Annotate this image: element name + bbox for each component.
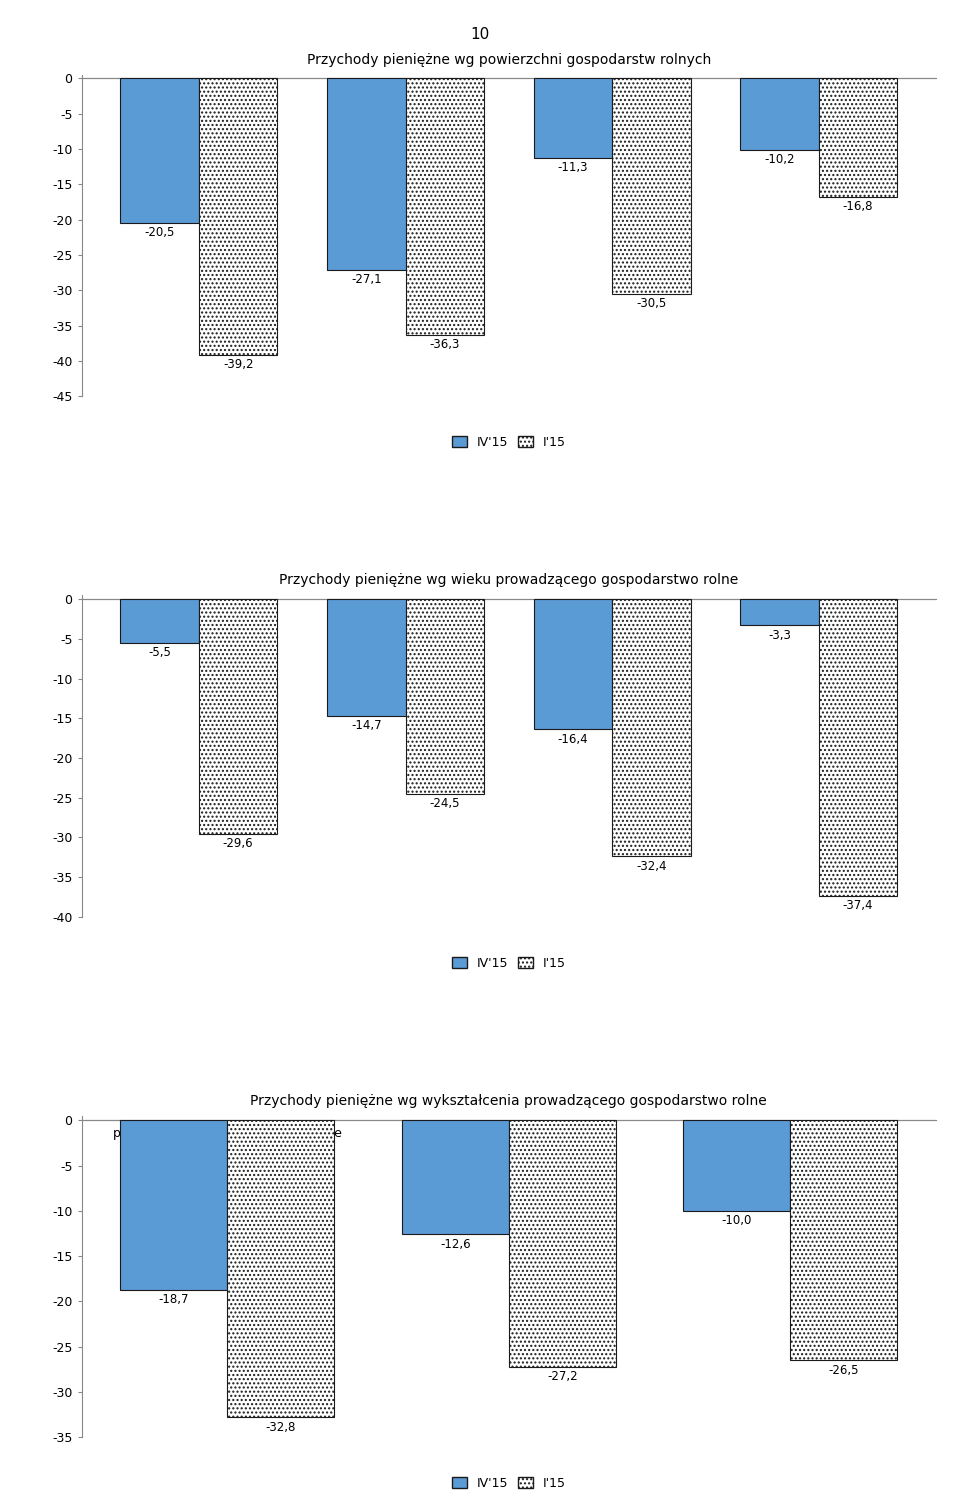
- Bar: [684, 1120, 790, 1211]
- Text: -16,4: -16,4: [558, 732, 588, 746]
- Legend: IV'15, I'15: IV'15, I'15: [446, 1472, 571, 1496]
- Legend: IV'15, I'15: IV'15, I'15: [446, 952, 571, 975]
- Text: -20,5: -20,5: [145, 226, 175, 240]
- Bar: [819, 78, 898, 198]
- Text: -24,5: -24,5: [429, 796, 460, 810]
- Bar: [405, 78, 484, 335]
- Text: -3,3: -3,3: [768, 629, 791, 642]
- Text: -18,7: -18,7: [158, 1293, 189, 1307]
- Bar: [199, 78, 277, 355]
- Text: -36,3: -36,3: [429, 337, 460, 350]
- Text: -39,2: -39,2: [223, 358, 253, 371]
- Bar: [199, 599, 277, 834]
- Title: Przychody pieniężne wg wykształcenia prowadzącego gospodarstwo rolne: Przychody pieniężne wg wykształcenia pro…: [251, 1094, 767, 1108]
- Bar: [612, 599, 690, 856]
- Text: -30,5: -30,5: [636, 296, 666, 310]
- Bar: [120, 78, 199, 223]
- Text: -29,6: -29,6: [223, 837, 253, 850]
- Bar: [612, 78, 690, 293]
- Text: -37,4: -37,4: [843, 900, 874, 912]
- Text: -32,8: -32,8: [266, 1421, 296, 1434]
- Text: -14,7: -14,7: [351, 719, 381, 732]
- Text: 10: 10: [470, 27, 490, 42]
- Bar: [509, 1120, 615, 1367]
- Text: -27,2: -27,2: [547, 1370, 578, 1383]
- Title: Przychody pieniężne wg powierzchni gospodarstw rolnych: Przychody pieniężne wg powierzchni gospo…: [306, 52, 711, 67]
- Bar: [740, 78, 819, 150]
- Text: -26,5: -26,5: [828, 1364, 859, 1377]
- Bar: [120, 599, 199, 642]
- Title: Przychody pieniężne wg wieku prowadzącego gospodarstwo rolne: Przychody pieniężne wg wieku prowadząceg…: [279, 573, 738, 587]
- Text: -10,0: -10,0: [722, 1214, 752, 1228]
- Text: -10,2: -10,2: [764, 153, 795, 166]
- Text: -12,6: -12,6: [440, 1238, 470, 1251]
- Bar: [740, 599, 819, 626]
- Bar: [402, 1120, 509, 1235]
- Bar: [534, 78, 612, 159]
- Text: -27,1: -27,1: [351, 272, 381, 286]
- Bar: [327, 599, 405, 716]
- Bar: [790, 1120, 898, 1361]
- Bar: [327, 78, 405, 269]
- Bar: [228, 1120, 334, 1418]
- Text: -16,8: -16,8: [843, 199, 874, 213]
- Text: -11,3: -11,3: [558, 162, 588, 174]
- Text: -5,5: -5,5: [148, 647, 171, 659]
- Bar: [120, 1120, 228, 1289]
- Bar: [819, 599, 898, 897]
- Text: -32,4: -32,4: [636, 859, 666, 873]
- Legend: IV'15, I'15: IV'15, I'15: [446, 431, 571, 454]
- Bar: [405, 599, 484, 793]
- Bar: [534, 599, 612, 729]
